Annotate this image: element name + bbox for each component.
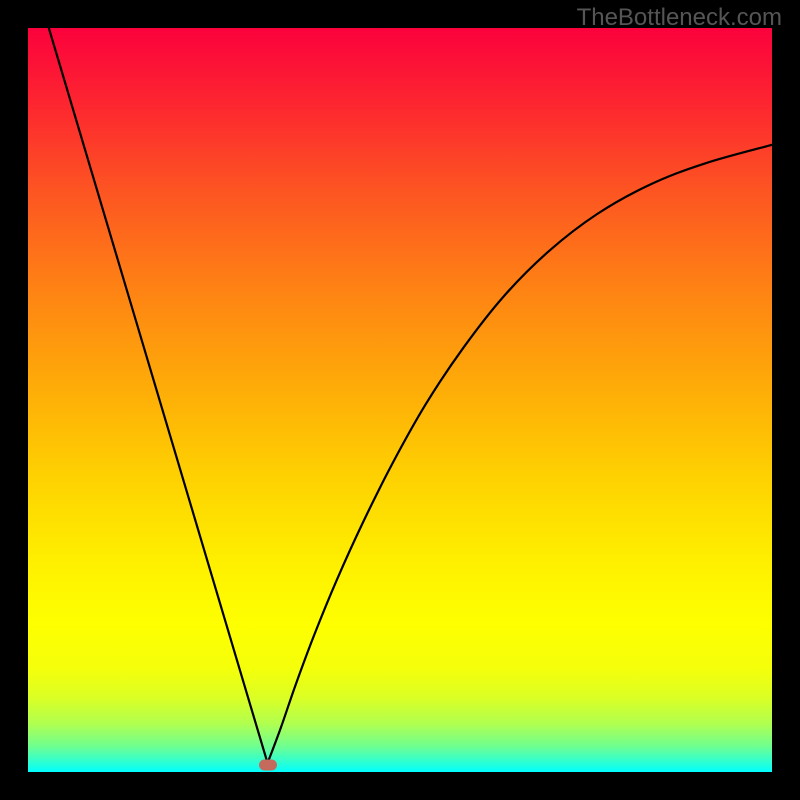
curve-layer <box>28 28 772 772</box>
watermark-text: TheBottleneck.com <box>577 4 782 32</box>
chart-root: TheBottleneck.com <box>0 0 800 800</box>
bottleneck-curve <box>49 28 772 763</box>
minimum-marker <box>259 759 277 770</box>
plot-area <box>28 28 772 772</box>
